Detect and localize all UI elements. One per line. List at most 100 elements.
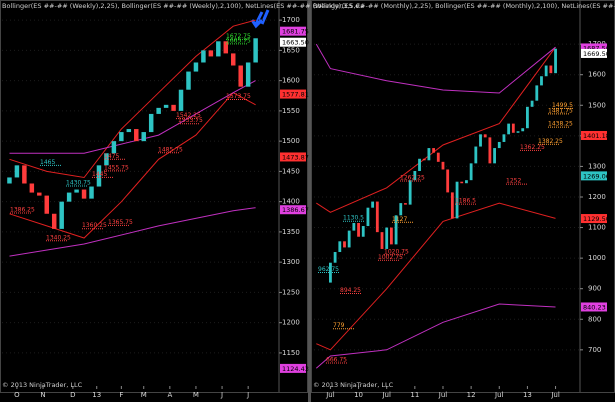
x-tick-label: J xyxy=(246,391,249,399)
level-label: 1438.25 xyxy=(548,121,573,128)
level-label: 1672.75 xyxy=(226,33,251,40)
candle-body xyxy=(193,62,199,72)
candle-body xyxy=(81,189,87,199)
candle-body xyxy=(186,71,191,90)
candle-body xyxy=(399,203,403,216)
candle-body xyxy=(474,146,478,164)
candle-body xyxy=(163,104,169,108)
price-tag xyxy=(280,152,306,162)
candle-body xyxy=(66,192,72,202)
level-label: 1533.75 xyxy=(178,117,203,124)
candle-body xyxy=(223,41,229,54)
candle-body xyxy=(74,189,79,193)
price-tag-label: 1687.50 xyxy=(583,44,610,52)
y-tick-label: 1150 xyxy=(282,349,300,357)
price-tag xyxy=(581,130,607,140)
candle-body xyxy=(141,132,146,142)
price-tag xyxy=(581,48,607,58)
y-tick-label: 1000 xyxy=(588,254,606,262)
price-tag xyxy=(581,302,607,312)
price-tag xyxy=(280,89,306,99)
level-label: 962.75 xyxy=(318,266,339,273)
band-line xyxy=(9,207,256,257)
price-tag-label: 840.23 xyxy=(583,303,606,311)
price-tag-label: 1681.75 xyxy=(282,28,309,36)
candle-body xyxy=(455,181,459,219)
candle-body xyxy=(201,50,206,63)
x-tick-label: 11 xyxy=(410,391,419,399)
candle-body xyxy=(422,158,426,161)
candle-body xyxy=(357,222,360,237)
candle-body xyxy=(156,107,161,114)
candle-body xyxy=(361,226,365,237)
y-tick-label: 1450 xyxy=(282,167,300,175)
candle-body xyxy=(59,201,64,229)
candle-body xyxy=(126,129,132,133)
y-tick-label: 1200 xyxy=(588,193,606,201)
level-label: 1127 xyxy=(392,216,407,223)
price-tag xyxy=(581,214,607,224)
y-tick-label: 1300 xyxy=(282,258,300,266)
candle-body xyxy=(549,65,553,74)
y-tick-label: 1600 xyxy=(588,71,606,79)
candle-body xyxy=(29,183,35,193)
panel-frame xyxy=(0,0,308,393)
price-tag-label: 1473.87 xyxy=(282,153,309,161)
y-tick-label: 1200 xyxy=(282,319,300,327)
candle-body xyxy=(37,192,42,196)
candle-body xyxy=(432,148,436,153)
candle-body xyxy=(148,113,154,133)
candle-body xyxy=(446,169,450,193)
candle-body xyxy=(51,213,57,229)
candle-body xyxy=(436,152,440,162)
candle-body xyxy=(208,50,214,57)
candle-body xyxy=(465,180,468,184)
level-label: 1262.25 xyxy=(400,174,425,181)
level-label: 1499.5 xyxy=(552,102,573,109)
y-tick-label: 700 xyxy=(588,346,601,354)
x-tick-label: Jul xyxy=(325,391,335,399)
candle-body xyxy=(526,106,529,129)
level-label: 1020.75 xyxy=(384,248,409,255)
level-label: 1362.25 xyxy=(520,144,545,151)
candle-body xyxy=(178,89,184,111)
y-tick-label: 1300 xyxy=(588,162,606,170)
candle-body xyxy=(530,100,534,107)
candle-body xyxy=(418,158,421,172)
candle-body xyxy=(502,134,506,142)
price-tag-label: 1269.06 xyxy=(583,172,610,180)
x-tick-label: 13 xyxy=(523,391,532,399)
price-tag xyxy=(280,37,306,47)
level-label: 894.25 xyxy=(340,287,361,294)
candle-body xyxy=(554,48,557,74)
band-line xyxy=(315,43,556,94)
candle-body xyxy=(441,161,445,170)
copyright: © 2013 NinjaTrader, LLC xyxy=(313,381,394,389)
candle-body xyxy=(216,41,221,57)
price-tag xyxy=(280,26,306,36)
candle-body xyxy=(352,222,356,231)
candle-body xyxy=(14,165,20,178)
level-label: 1485.75 xyxy=(158,146,183,153)
x-tick-label: D xyxy=(70,391,75,399)
arrow-annotation xyxy=(250,9,270,29)
price-tag xyxy=(581,171,607,181)
panel-title: Bollinger(ES ##-## (Weekly),2,25), Bolli… xyxy=(2,2,364,10)
level-label: 1573.75 xyxy=(226,93,251,100)
x-tick-label: 10 xyxy=(354,391,363,399)
candle-body xyxy=(408,180,412,205)
candle-body xyxy=(493,148,496,164)
candle-body xyxy=(253,38,258,63)
y-tick-label: 900 xyxy=(588,285,601,293)
price-tag xyxy=(280,363,306,373)
level-label: 666.75 xyxy=(326,357,347,364)
candle-body xyxy=(366,207,370,227)
price-tag-label: 1386.67 xyxy=(282,206,309,214)
x-tick-label: N xyxy=(40,391,45,399)
copyright: © 2013 NinjaTrader, LLC xyxy=(2,381,83,389)
band-line xyxy=(9,19,256,179)
candle-body xyxy=(338,241,342,253)
price-tag xyxy=(581,43,607,53)
